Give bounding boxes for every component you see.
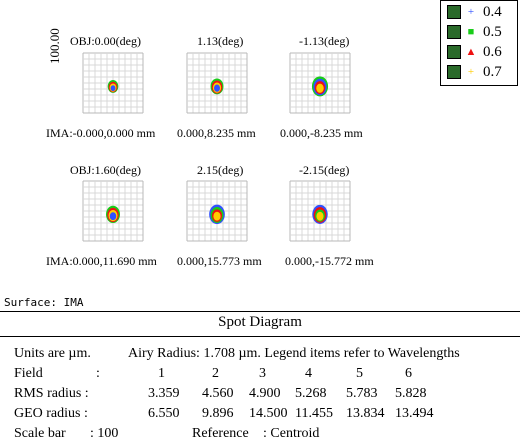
field-number: 4 xyxy=(305,366,312,381)
spot-layer-0.7 xyxy=(213,211,221,221)
image-coord-4: IMA:0.000,11.690 mm xyxy=(46,254,157,268)
geo-value: 9.896 xyxy=(202,406,234,421)
legend-entry-1: + 0.4 xyxy=(447,2,502,22)
spot-grid-2 xyxy=(186,52,248,114)
wavelength-legend: + 0.4 ■ 0.5 ▲ 0.6 + 0.7 xyxy=(440,0,518,86)
legend-swatch-icon xyxy=(447,25,461,39)
rms-value: 5.268 xyxy=(295,386,327,401)
field-row-colon: : xyxy=(96,366,100,381)
spot-grids xyxy=(82,52,351,242)
spot-grid-5 xyxy=(186,180,248,242)
scale-bar-label: Scale bar xyxy=(14,426,66,441)
spot-layer-0.4 xyxy=(214,84,220,92)
panel-title: Spot Diagram xyxy=(218,314,302,330)
reference-value: : Centroid xyxy=(263,426,320,441)
legend-label: 0.7 xyxy=(483,63,502,80)
legend-triangle-marker-icon: ▲ xyxy=(465,46,477,58)
panel-title-underline xyxy=(0,336,520,337)
legend-plus-marker-icon: + xyxy=(467,66,475,78)
spot-grid-1 xyxy=(82,52,144,114)
field-number: 5 xyxy=(356,366,363,381)
field-number: 3 xyxy=(259,366,266,381)
surface-label: Surface: IMA xyxy=(4,296,84,309)
section-divider xyxy=(0,311,520,312)
field-label-2: 1.13(deg) xyxy=(197,34,244,48)
legend-plus-marker-icon: + xyxy=(467,6,475,18)
geo-value: 14.500 xyxy=(249,406,288,421)
geo-value: 13.834 xyxy=(346,406,385,421)
rms-value: 5.828 xyxy=(395,386,427,401)
field-row-label: Field xyxy=(14,366,43,381)
reference-label: Reference xyxy=(192,426,249,441)
legend-square-marker-icon: ■ xyxy=(467,26,475,38)
spot-diagram-plot: 100.00 OBJ:0.00(deg) 1.13(deg) -1.13(deg… xyxy=(46,0,518,268)
image-coord-5: 0.000,15.773 mm xyxy=(177,254,262,268)
geo-value: 13.494 xyxy=(395,406,434,421)
field-number: 2 xyxy=(212,366,219,381)
rms-row-label: RMS radius : xyxy=(14,386,89,401)
units-text: Units are µm. xyxy=(14,346,91,361)
legend-label: 0.4 xyxy=(483,3,502,20)
geo-value: 11.455 xyxy=(295,406,333,421)
legend-label: 0.6 xyxy=(483,43,502,60)
legend-swatch-icon xyxy=(447,65,461,79)
field-label-1: OBJ:0.00(deg) xyxy=(70,34,141,48)
scale-bar-value: : 100 xyxy=(90,426,119,441)
field-label-6: -2.15(deg) xyxy=(299,163,350,177)
spot-layer-0.4 xyxy=(110,85,116,92)
legend-entry-3: ▲ 0.6 xyxy=(447,42,502,62)
geo-value: 6.550 xyxy=(148,406,180,421)
spot-grid-3 xyxy=(289,52,351,114)
spot-grid-4 xyxy=(82,180,144,242)
field-label-4: OBJ:1.60(deg) xyxy=(70,163,141,177)
image-coord-2: 0.000,8.235 mm xyxy=(177,126,256,140)
rms-value: 5.783 xyxy=(346,386,378,401)
spot-layer-0.4 xyxy=(109,212,117,221)
image-coord-1: IMA:-0.000,0.000 mm xyxy=(46,126,156,140)
spot-layer-0.7 xyxy=(316,211,324,221)
image-coord-3: 0.000,-8.235 mm xyxy=(280,126,363,140)
field-label-3: -1.13(deg) xyxy=(299,34,350,48)
geo-row-label: GEO radius : xyxy=(14,406,88,421)
spot-layer-0.7 xyxy=(316,83,324,93)
spot-grid-6 xyxy=(289,180,351,242)
airy-radius-text: Airy Radius: 1.708 µm. Legend items refe… xyxy=(128,346,460,361)
y-scale-label: 100.00 xyxy=(47,28,62,64)
legend-swatch-icon xyxy=(447,45,461,59)
legend-entry-4: + 0.7 xyxy=(447,62,502,82)
rms-value: 3.359 xyxy=(148,386,180,401)
field-number: 6 xyxy=(405,366,412,381)
legend-entry-2: ■ 0.5 xyxy=(447,22,502,42)
rms-value: 4.560 xyxy=(202,386,234,401)
legend-swatch-icon xyxy=(447,5,461,19)
field-label-5: 2.15(deg) xyxy=(197,163,244,177)
image-coord-6: 0.000,-15.772 mm xyxy=(285,254,374,268)
field-number: 1 xyxy=(158,366,165,381)
rms-value: 4.900 xyxy=(249,386,281,401)
legend-label: 0.5 xyxy=(483,23,502,40)
